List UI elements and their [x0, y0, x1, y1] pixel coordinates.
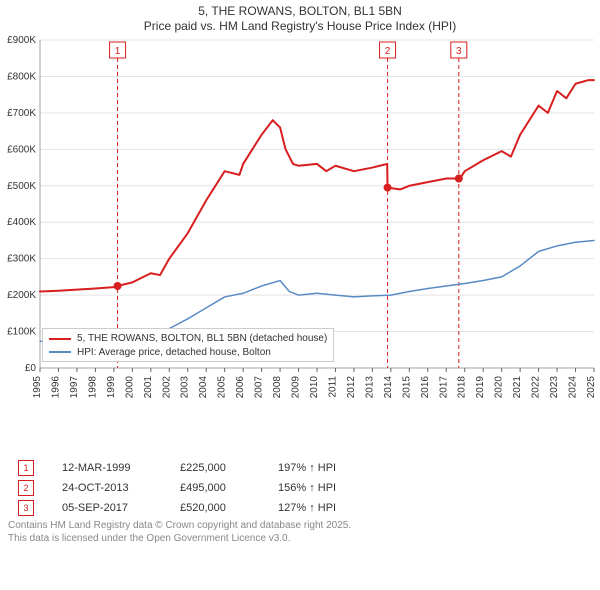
svg-text:1995: 1995	[32, 376, 43, 399]
svg-text:£400K: £400K	[7, 217, 36, 228]
sale-price: £225,000	[180, 462, 250, 474]
svg-text:2004: 2004	[198, 376, 209, 399]
price-chart: £0 £100K £200K £300K £400K £500K £600K £700K £80…	[0, 34, 600, 454]
svg-text:2022: 2022	[531, 376, 542, 399]
svg-text:2020: 2020	[494, 376, 505, 399]
sale-hpi: 156% ↑ HPI	[278, 482, 368, 494]
svg-text:2023: 2023	[549, 376, 560, 399]
svg-text:2017: 2017	[438, 376, 449, 399]
svg-text:2005: 2005	[217, 376, 228, 399]
sale-date: 05-SEP-2017	[62, 502, 152, 514]
svg-text:2013: 2013	[364, 376, 375, 399]
svg-text:2009: 2009	[291, 376, 302, 399]
sale-marker-icon: 2	[18, 480, 34, 496]
svg-text:2018: 2018	[457, 376, 468, 399]
chart-title: 5, THE ROWANS, BOLTON, BL1 5BN Price pai…	[0, 0, 600, 34]
sale-marker-icon: 3	[18, 500, 34, 516]
legend: 5, THE ROWANS, BOLTON, BL1 5BN (detached…	[42, 328, 334, 362]
svg-text:£700K: £700K	[7, 108, 36, 119]
svg-text:2007: 2007	[254, 376, 265, 399]
sale-marker-icon: 1	[18, 460, 34, 476]
svg-text:2014: 2014	[383, 376, 394, 399]
svg-text:£200K: £200K	[7, 290, 36, 301]
sales-row: 1 12-MAR-1999 £225,000 197% ↑ HPI	[18, 458, 600, 478]
sale-hpi: 197% ↑ HPI	[278, 462, 368, 474]
footer-attribution: Contains HM Land Registry data © Crown c…	[8, 520, 600, 545]
svg-text:2001: 2001	[143, 376, 154, 399]
legend-row: HPI: Average price, detached house, Bolt…	[49, 346, 327, 360]
legend-label: HPI: Average price, detached house, Bolt…	[77, 346, 271, 360]
svg-text:2010: 2010	[309, 376, 320, 399]
svg-text:£0: £0	[25, 363, 37, 374]
sale-price: £495,000	[180, 482, 250, 494]
svg-text:1997: 1997	[69, 376, 80, 399]
legend-label: 5, THE ROWANS, BOLTON, BL1 5BN (detached…	[77, 332, 327, 346]
svg-text:2012: 2012	[346, 376, 357, 399]
svg-text:2000: 2000	[124, 376, 135, 399]
svg-text:2016: 2016	[420, 376, 431, 399]
chart-svg: £0 £100K £200K £300K £400K £500K £600K £700K £80…	[0, 34, 600, 454]
svg-text:2002: 2002	[161, 376, 172, 399]
sale-date: 24-OCT-2013	[62, 482, 152, 494]
svg-text:£600K: £600K	[7, 144, 36, 155]
svg-text:2011: 2011	[327, 376, 338, 398]
svg-text:3: 3	[456, 46, 462, 57]
footer-line: This data is licensed under the Open Gov…	[8, 533, 600, 546]
svg-text:2: 2	[385, 46, 391, 57]
svg-text:£500K: £500K	[7, 181, 36, 192]
svg-text:£900K: £900K	[7, 35, 36, 46]
svg-text:2025: 2025	[586, 376, 597, 399]
footer-line: Contains HM Land Registry data © Crown c…	[8, 520, 600, 533]
svg-text:£800K: £800K	[7, 71, 36, 82]
svg-text:2006: 2006	[235, 376, 246, 399]
svg-text:£300K: £300K	[7, 254, 36, 265]
svg-text:2019: 2019	[475, 376, 486, 399]
svg-text:1996: 1996	[50, 376, 61, 399]
svg-text:2021: 2021	[512, 376, 523, 399]
sale-price: £520,000	[180, 502, 250, 514]
svg-text:2008: 2008	[272, 376, 283, 399]
svg-text:£100K: £100K	[7, 327, 36, 338]
sales-row: 3 05-SEP-2017 £520,000 127% ↑ HPI	[18, 498, 600, 518]
sale-date: 12-MAR-1999	[62, 462, 152, 474]
svg-text:2015: 2015	[401, 376, 412, 399]
legend-swatch	[49, 338, 71, 340]
legend-row: 5, THE ROWANS, BOLTON, BL1 5BN (detached…	[49, 332, 327, 346]
svg-text:1: 1	[115, 46, 121, 57]
svg-text:2003: 2003	[180, 376, 191, 399]
legend-swatch	[49, 351, 71, 353]
title-line-1: 5, THE ROWANS, BOLTON, BL1 5BN	[0, 4, 600, 19]
sale-hpi: 127% ↑ HPI	[278, 502, 368, 514]
sales-table: 1 12-MAR-1999 £225,000 197% ↑ HPI 2 24-O…	[18, 458, 600, 518]
svg-text:1999: 1999	[106, 376, 117, 399]
title-line-2: Price paid vs. HM Land Registry's House …	[0, 19, 600, 34]
sales-row: 2 24-OCT-2013 £495,000 156% ↑ HPI	[18, 478, 600, 498]
svg-text:2024: 2024	[568, 376, 579, 399]
svg-text:1998: 1998	[87, 376, 98, 399]
